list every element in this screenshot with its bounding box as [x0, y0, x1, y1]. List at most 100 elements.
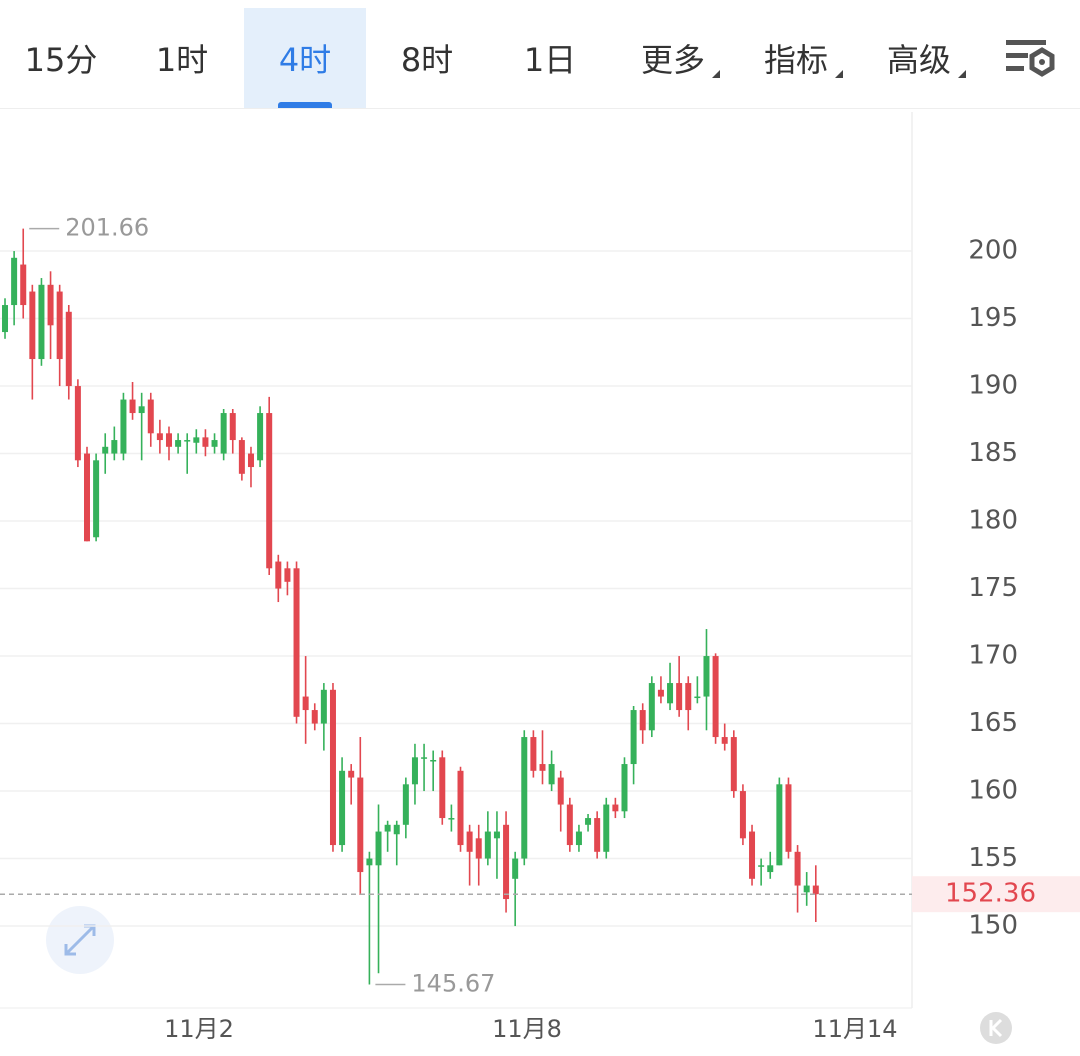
tab-text: 指标 — [763, 41, 828, 79]
candle-body — [74, 386, 81, 461]
candle-body — [29, 291, 36, 360]
candle-body — [657, 689, 664, 697]
tab[interactable]: 4时 — [244, 8, 366, 108]
candle-body — [366, 858, 373, 866]
candle-body — [557, 777, 564, 805]
candle-body — [20, 264, 27, 306]
candle-body — [229, 413, 236, 441]
candle-body — [676, 683, 683, 711]
candle-body — [147, 399, 154, 434]
candle-body — [430, 760, 437, 762]
tab[interactable]: 1时 — [155, 41, 209, 79]
back-button[interactable] — [980, 1012, 1012, 1044]
candle-body — [530, 737, 537, 771]
candle-body — [120, 399, 127, 454]
candle-body — [329, 689, 336, 846]
candle-body — [758, 865, 765, 867]
candle-body — [439, 757, 446, 819]
y-tick-label: 195 — [968, 303, 1018, 333]
candle-body — [694, 696, 701, 699]
candle-body — [175, 440, 182, 447]
y-tick-label: 155 — [968, 843, 1018, 873]
candle-body — [512, 858, 519, 879]
candle-body — [812, 885, 819, 895]
candle-body — [685, 683, 692, 711]
y-tick-label: 160 — [968, 776, 1018, 806]
candle-body — [375, 831, 382, 866]
tab[interactable]: 高级 — [858, 8, 980, 108]
candle-body — [93, 460, 100, 538]
candle-body — [421, 757, 428, 759]
candle-body — [202, 437, 209, 447]
candle-body — [357, 777, 364, 873]
candle-body — [575, 831, 582, 846]
candle-body — [293, 568, 300, 717]
tab[interactable]: 8时 — [400, 41, 454, 79]
back-icon — [989, 1018, 1003, 1038]
candle-body — [2, 305, 9, 333]
candle-body — [47, 284, 54, 326]
candle-body — [266, 413, 273, 569]
candle-body — [138, 406, 145, 414]
candle-body — [548, 764, 555, 785]
candle-body — [803, 885, 810, 893]
candle-body — [411, 757, 418, 785]
x-tick-label: 11月14 — [812, 1015, 897, 1043]
candle-body — [484, 831, 491, 859]
candle-body — [302, 696, 309, 711]
candle-body — [238, 440, 245, 474]
y-tick-label: 185 — [968, 438, 1018, 468]
y-tick-label: 180 — [968, 506, 1018, 536]
tab-text: 高级 — [886, 41, 951, 79]
min-label: 145.67 — [411, 970, 495, 998]
candle-body — [211, 440, 218, 447]
candle-body — [284, 568, 291, 582]
tab[interactable]: 更多 — [612, 8, 734, 108]
candle-body — [457, 770, 464, 846]
candle-body — [220, 413, 227, 454]
candle-body — [466, 831, 473, 852]
candle-body — [165, 433, 172, 447]
y-tick-label: 190 — [968, 371, 1018, 401]
candle-body — [111, 440, 118, 454]
candle-body — [11, 257, 18, 306]
candle-body — [594, 818, 601, 852]
candle-body — [603, 804, 610, 852]
candle-body — [621, 764, 628, 812]
tab[interactable]: 指标 — [735, 8, 857, 108]
candle-body — [339, 770, 346, 846]
candle-body — [393, 824, 400, 835]
candle-body — [585, 818, 592, 825]
candle-body — [785, 784, 792, 852]
dropdown-arrow — [712, 70, 720, 78]
tab[interactable]: 1日 — [523, 41, 577, 79]
candle-body — [56, 291, 63, 360]
y-tick-label: 200 — [968, 236, 1018, 266]
candle-body — [384, 824, 391, 832]
max-label: 201.66 — [65, 214, 149, 242]
candle-body — [712, 656, 719, 738]
candle-body — [566, 804, 573, 846]
settings-icon[interactable] — [1000, 36, 1060, 84]
y-tick-label: 170 — [968, 641, 1018, 671]
candle-body — [402, 784, 409, 825]
candle-body — [257, 413, 264, 461]
candle-body — [767, 865, 774, 873]
tab[interactable]: 15分 — [24, 41, 98, 79]
candle-body — [156, 433, 163, 441]
candle-body — [730, 737, 737, 792]
candle-body — [648, 683, 655, 731]
candle-body — [275, 561, 282, 589]
x-tick-label: 11月8 — [492, 1015, 562, 1043]
tab-text: 更多 — [640, 41, 705, 79]
candle-body — [84, 453, 91, 542]
candle-body — [521, 737, 528, 859]
y-tick-label: 165 — [968, 708, 1018, 738]
candle-body — [65, 311, 72, 387]
candle-body — [721, 737, 728, 744]
candle-body — [38, 284, 45, 360]
candle-body — [475, 838, 482, 859]
dropdown-arrow — [835, 70, 843, 78]
